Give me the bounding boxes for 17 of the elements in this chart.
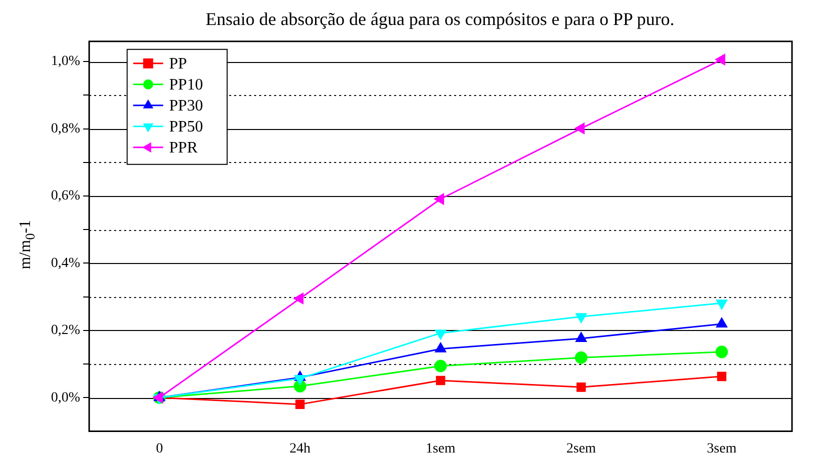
x-tick-label: 3sem — [706, 441, 737, 456]
legend-label: PP — [169, 56, 188, 73]
y-tick-label: 0,4% — [50, 256, 80, 271]
x-tick-label: 2sem — [566, 441, 596, 456]
y-tick-label: 0,2% — [50, 323, 80, 338]
x-tick-label: 0 — [156, 441, 163, 456]
legend-label: PP10 — [169, 76, 203, 94]
chart-title: Ensaio de absorção de água para os compósitos e para o PP puro. — [204, 8, 676, 30]
y-tick-label: 1,0% — [50, 54, 80, 70]
legend-label: PPR — [169, 140, 198, 157]
x-tick-label: 24h — [290, 441, 311, 456]
y-tick-label: 0,6% — [50, 188, 80, 204]
legend-label: PP50 — [169, 118, 203, 136]
legend-label: PP30 — [169, 98, 203, 115]
y-tick-label: 0,8% — [50, 121, 80, 136]
y-tick-label: 0,0% — [50, 390, 80, 406]
x-tick-label: 1sem — [426, 441, 456, 456]
